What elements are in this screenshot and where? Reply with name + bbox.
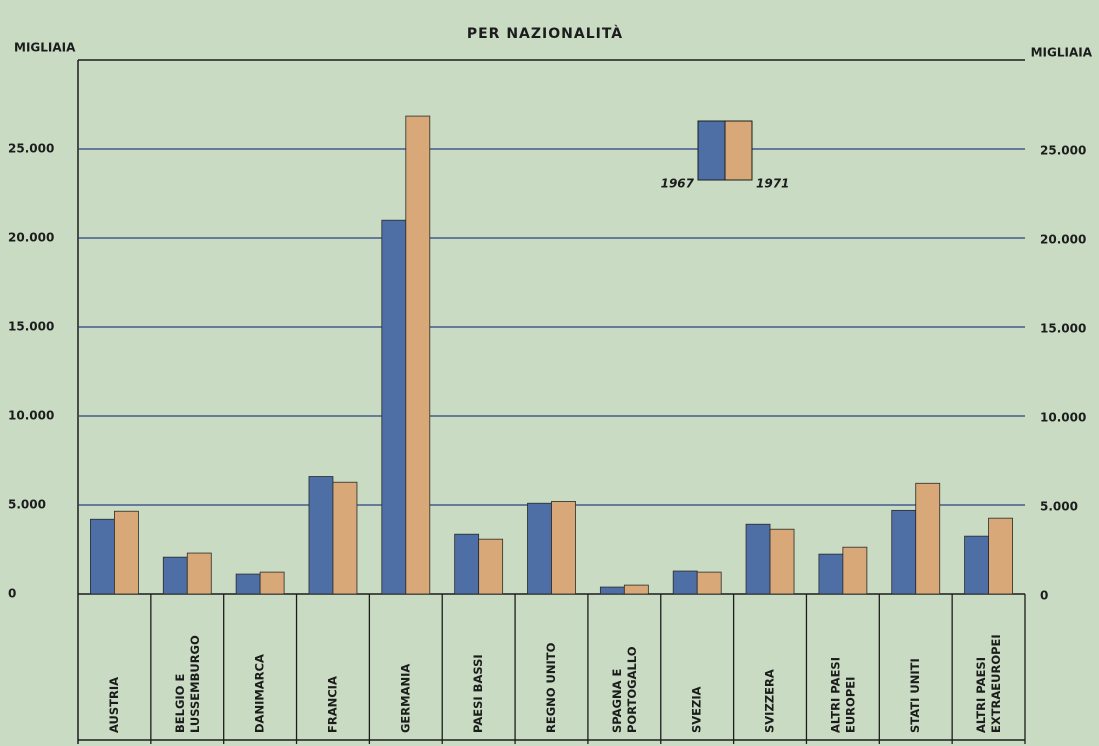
- bar: [454, 533, 480, 595]
- y-tick-label: 0: [8, 587, 16, 601]
- y2-tick-label: 10.000: [1040, 411, 1086, 425]
- legend-swatch: [697, 120, 726, 181]
- bar: [599, 586, 625, 595]
- bar: [964, 535, 989, 595]
- bar: [842, 546, 868, 595]
- chart-title: PER NAZIONALITÀ: [467, 25, 623, 42]
- bar: [551, 501, 576, 595]
- x-tick-label: BELGIO ELUSSEMBURGO: [172, 635, 201, 733]
- y2-tick-label: 0: [1040, 589, 1048, 603]
- bar: [162, 556, 188, 595]
- bar: [90, 518, 115, 595]
- x-tick-label: ALTRI PAESIEUROPEI: [828, 657, 857, 733]
- x-tick-label: SVIZZERA: [763, 669, 777, 733]
- y-tick-label: 10.000: [8, 409, 54, 423]
- legend-label: 1967: [661, 177, 695, 191]
- bar: [478, 538, 504, 595]
- x-tick-label: REGNO UNITO: [544, 642, 558, 733]
- bar: [308, 476, 334, 595]
- y2-axis-label: MIGLIAIA: [1031, 46, 1093, 60]
- bar: [623, 584, 649, 595]
- x-tick-label: AUSTRIA: [107, 677, 121, 733]
- bar: [235, 573, 261, 595]
- x-tick-label: STATI UNITI: [908, 658, 922, 733]
- bar: [672, 570, 698, 595]
- x-tick-label: SVEZIA: [690, 686, 704, 733]
- bar: [114, 510, 139, 595]
- bar: [259, 571, 285, 595]
- bar: [769, 528, 795, 595]
- y2-tick-label: 5.000: [1040, 500, 1078, 514]
- bar: [818, 553, 844, 595]
- y-tick-label: 15.000: [8, 320, 54, 334]
- x-tick-label: FRANCIA: [325, 676, 339, 733]
- x-tick-label: PAESI BASSI: [471, 654, 485, 733]
- bar: [405, 115, 431, 595]
- bar: [186, 552, 212, 595]
- y-tick-label: 20.000: [8, 231, 54, 245]
- y2-tick-label: 25.000: [1040, 144, 1086, 158]
- bar: [915, 482, 941, 595]
- bar: [332, 481, 358, 595]
- y-tick-label: 25.000: [8, 142, 54, 156]
- y-tick-label: 5.000: [8, 498, 46, 512]
- x-tick-label: DANIMARCA: [253, 654, 267, 733]
- bar: [696, 571, 722, 595]
- legend-label: 1971: [756, 177, 789, 191]
- y-axis-label: MIGLIAIA: [14, 41, 76, 55]
- bar: [745, 523, 771, 595]
- x-tick-label: GERMANIA: [398, 664, 412, 733]
- x-tick-label: ALTRI PAESIEXTRAEUROPEI: [974, 634, 1003, 733]
- bar: [891, 509, 917, 595]
- bar: [381, 219, 407, 595]
- bar: [988, 517, 1013, 595]
- x-tick-label: SPAGNA EPORTOGALLO: [609, 646, 638, 733]
- y2-tick-label: 20.000: [1040, 233, 1086, 247]
- y2-tick-label: 15.000: [1040, 322, 1086, 336]
- bar: [527, 502, 552, 595]
- legend-swatch: [724, 120, 753, 181]
